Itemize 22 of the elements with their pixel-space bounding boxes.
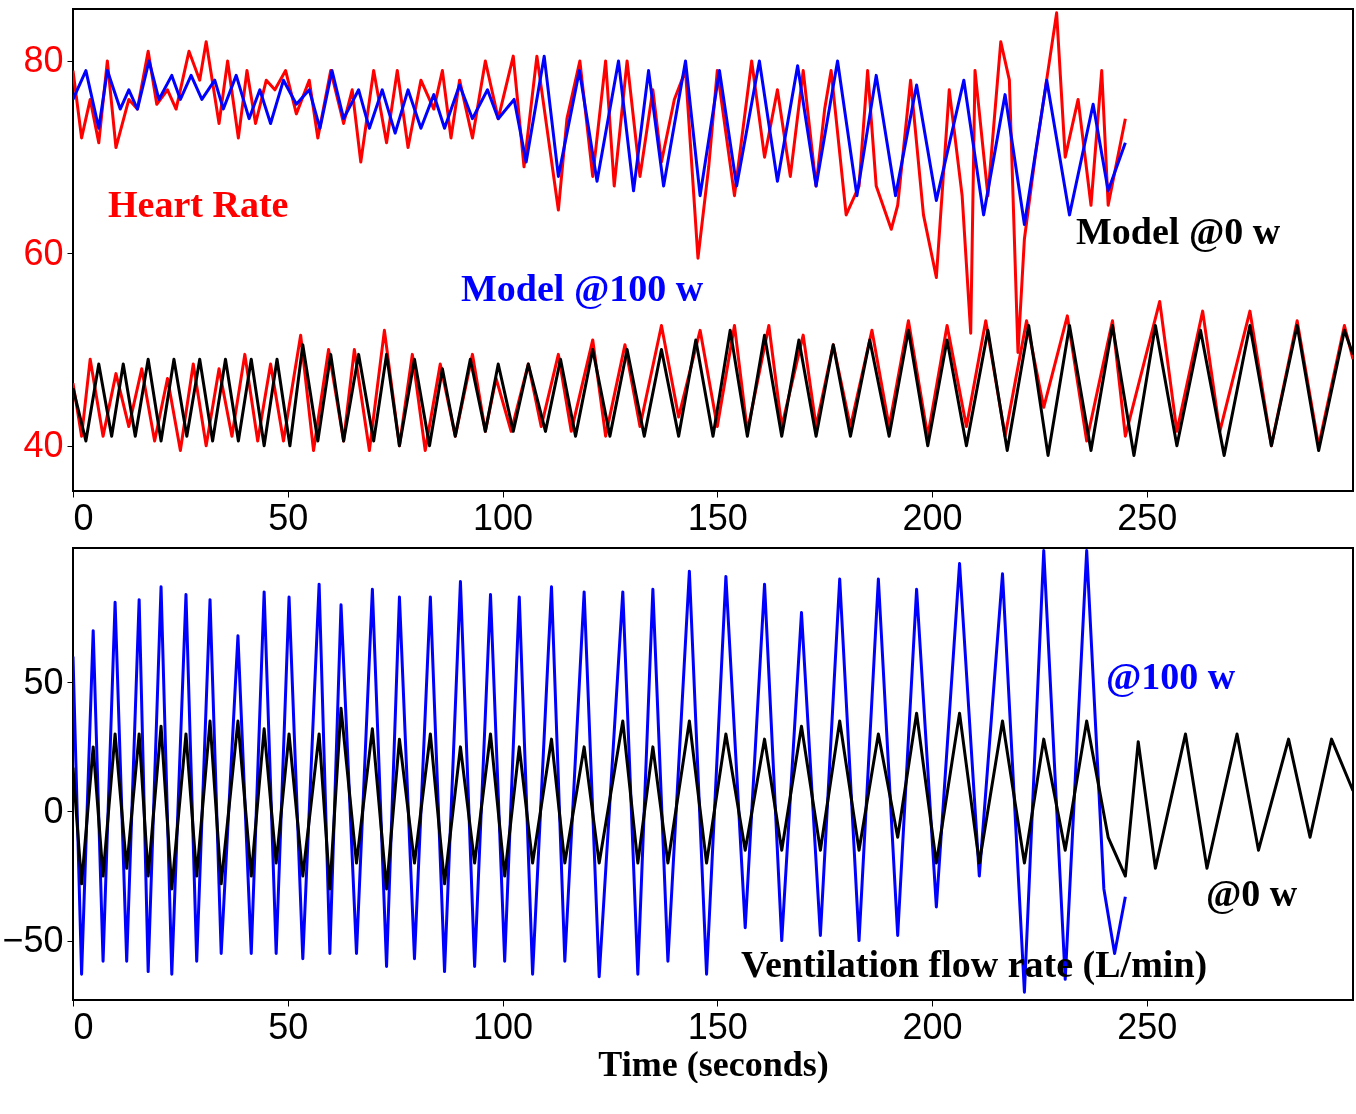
x-tick-label: 200 (902, 496, 963, 538)
x-tick-label: 200 (902, 1005, 963, 1047)
x-tick-label: 250 (1117, 1005, 1178, 1047)
y-tick-label: −50 (2, 919, 64, 961)
y-tick-label: 50 (23, 660, 64, 702)
series-label: Heart Rate (108, 183, 289, 225)
y-tick-label: 80 (23, 39, 64, 81)
y-tick-label: 40 (23, 424, 64, 466)
x-tick-label: 250 (1117, 496, 1178, 538)
series-label: @0 w (1206, 872, 1298, 914)
x-tick-label: 100 (472, 1005, 534, 1047)
x-tick-label: 0 (73, 496, 94, 538)
x-tick-label: 150 (687, 496, 748, 538)
x-tick-label: 50 (268, 496, 309, 538)
series-label: @100 w (1106, 655, 1236, 697)
x-tick-label: 100 (472, 496, 534, 538)
series-label: Model @0 w (1076, 210, 1281, 252)
x-tick-label: 0 (73, 1005, 94, 1047)
y-tick-label: 0 (43, 789, 64, 831)
y-tick-label: 60 (23, 231, 64, 273)
x-tick-label: 50 (268, 1005, 309, 1047)
series-label: Model @100 w (461, 267, 704, 309)
